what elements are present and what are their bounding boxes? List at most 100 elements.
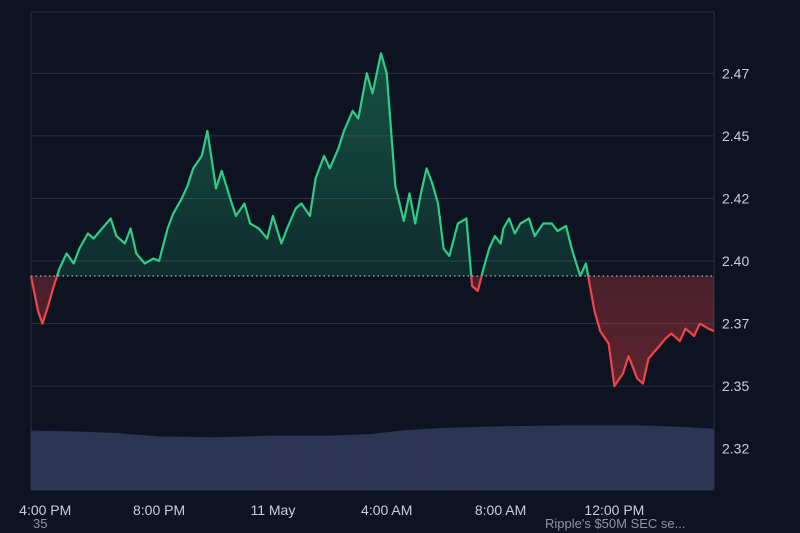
y-tick-label: 2.35 <box>722 378 749 394</box>
volume-bar <box>276 435 281 490</box>
volume-bar <box>272 435 277 490</box>
volume-bar <box>420 429 426 490</box>
volume-bar <box>472 427 478 490</box>
volume-bar <box>376 433 381 490</box>
volume-bar <box>565 425 570 490</box>
volume-bar <box>111 432 116 490</box>
volume-bar <box>597 425 602 490</box>
volume-bar <box>207 437 213 490</box>
volume-bar <box>364 434 369 490</box>
volume-bar <box>601 425 606 490</box>
volume-bar <box>617 425 622 490</box>
volume-bar <box>416 429 422 490</box>
volume-bar <box>31 430 36 490</box>
volume-bar <box>368 433 373 490</box>
volume-bar <box>243 436 249 490</box>
volume-bar <box>505 426 510 490</box>
volume-bar <box>284 435 289 490</box>
volume-bar <box>199 437 205 490</box>
x-tick-label: 4:00 AM <box>361 502 412 518</box>
volume-bar <box>235 436 241 490</box>
volume-bar <box>324 435 329 490</box>
volume-bar <box>593 425 598 490</box>
volume-bar <box>517 425 522 490</box>
x-tick-label: 4:00 PM <box>19 502 71 518</box>
volume-bar <box>135 434 140 490</box>
x-tick-label: 8:00 AM <box>475 502 526 518</box>
volume-bar <box>195 437 201 490</box>
volume-bar <box>388 431 393 490</box>
volume-bar <box>649 425 655 490</box>
volume-bar <box>456 427 462 490</box>
volume-bar <box>348 434 353 490</box>
volume-bar <box>665 426 671 490</box>
volume-bar <box>211 437 217 490</box>
volume-bar <box>79 431 84 490</box>
volume-bar <box>352 434 357 490</box>
volume-bar <box>689 427 695 490</box>
volume-bar <box>75 431 80 490</box>
volume-bar <box>400 430 406 490</box>
volume-bar <box>83 431 88 490</box>
volume-bar <box>163 436 168 490</box>
volume-bar <box>251 436 257 490</box>
volume-bar <box>356 434 361 490</box>
volume-bar <box>203 437 209 490</box>
volume-bar <box>55 431 60 490</box>
y-tick-label: 2.32 <box>722 441 749 457</box>
volume-bar <box>127 434 132 490</box>
volume-bar <box>661 426 667 490</box>
volume-bar <box>537 425 542 490</box>
volume-bar <box>392 431 398 490</box>
volume-bar <box>87 431 92 490</box>
volume-bar <box>436 428 442 490</box>
volume-bar <box>509 426 514 490</box>
volume-bar <box>223 437 229 490</box>
volume-bar <box>705 428 711 490</box>
volume-bar <box>501 426 506 490</box>
volume-bar <box>304 435 309 490</box>
volume-bar <box>629 425 635 490</box>
volume-bar <box>645 425 651 490</box>
volume-bar <box>63 431 68 490</box>
volume-bar <box>541 425 546 490</box>
volume-bar <box>360 434 365 490</box>
volume-bar <box>155 436 160 490</box>
volume-bar <box>264 435 269 490</box>
volume-bar <box>464 427 470 490</box>
volume-bar <box>573 425 578 490</box>
volume-bar <box>641 425 647 490</box>
volume-bar <box>432 428 438 490</box>
volume-bar <box>633 425 639 490</box>
volume-bar <box>569 425 574 490</box>
volume-bar <box>476 426 482 490</box>
volume-bar <box>669 426 675 490</box>
footer-news-headline[interactable]: Ripple's $50M SEC se... <box>545 516 686 531</box>
volume-bar <box>685 427 691 490</box>
volume-bar <box>296 435 301 490</box>
volume-bar <box>143 435 148 490</box>
volume-bar <box>557 425 562 490</box>
volume-bar <box>67 431 72 490</box>
volume-bar <box>484 426 490 490</box>
volume-bar <box>681 427 687 490</box>
x-tick-label: 11 May <box>250 502 295 518</box>
volume-bar <box>119 433 124 490</box>
volume-bar <box>219 437 225 490</box>
volume-bar <box>43 430 48 490</box>
volume-bar <box>215 437 221 490</box>
volume-bar <box>320 435 325 490</box>
volume-bar <box>493 426 498 490</box>
volume-bar <box>424 428 430 490</box>
volume-bar <box>408 429 414 490</box>
volume-bar <box>396 430 402 490</box>
volume-bar <box>677 426 683 490</box>
volume-bar <box>609 425 614 490</box>
volume-bar <box>239 436 245 490</box>
volume-bar <box>585 425 590 490</box>
volume-bar <box>693 427 699 490</box>
volume-bar <box>581 425 586 490</box>
volume-bar <box>35 430 40 490</box>
volume-bar <box>440 428 446 490</box>
